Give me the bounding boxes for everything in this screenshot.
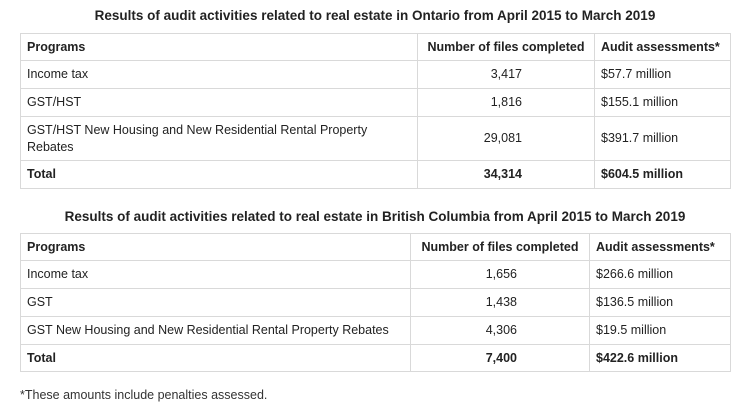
files-completed-cell: 1,816 [417, 88, 595, 117]
table-header-row: Programs Number of files completed Audit… [20, 33, 731, 61]
total-files-completed-cell: 7,400 [410, 344, 590, 372]
ontario-audit-table: Programs Number of files completed Audit… [20, 33, 731, 189]
column-header-programs: Programs [20, 33, 418, 61]
total-label-cell: Total [20, 160, 418, 189]
program-cell: GST/HST New Housing and New Residential … [20, 116, 418, 161]
table-row: GST/HST New Housing and New Residential … [20, 116, 731, 161]
table-row: Income tax 3,417 $57.7 million [20, 60, 731, 89]
table-row: GST/HST 1,816 $155.1 million [20, 88, 731, 117]
audit-assessment-cell: $136.5 million [589, 288, 731, 317]
bc-table-caption: Results of audit activities related to r… [64, 209, 686, 224]
table-row: Income tax 1,656 $266.6 million [20, 260, 731, 289]
files-completed-cell: 3,417 [417, 60, 595, 89]
bc-audit-table: Programs Number of files completed Audit… [20, 233, 731, 372]
column-header-files-completed: Number of files completed [417, 33, 595, 61]
files-completed-cell: 4,306 [410, 316, 590, 345]
audit-assessment-cell: $19.5 million [589, 316, 731, 345]
program-cell: GST/HST [20, 88, 418, 117]
program-cell: Income tax [20, 260, 411, 289]
files-completed-cell: 29,081 [417, 116, 595, 161]
audit-assessment-cell: $155.1 million [594, 88, 731, 117]
total-audit-assessment-cell: $604.5 million [594, 160, 731, 189]
total-label-cell: Total [20, 344, 411, 372]
column-header-files-completed: Number of files completed [410, 233, 590, 261]
program-cell: GST New Housing and New Residential Rent… [20, 316, 411, 345]
column-header-audit-assessments: Audit assessments* [594, 33, 731, 61]
footnote: *These amounts include penalties assesse… [20, 388, 268, 402]
program-cell: Income tax [20, 60, 418, 89]
column-header-audit-assessments: Audit assessments* [589, 233, 731, 261]
audit-assessment-cell: $391.7 million [594, 116, 731, 161]
total-audit-assessment-cell: $422.6 million [589, 344, 731, 372]
ontario-table-caption: Results of audit activities related to r… [94, 8, 656, 23]
total-row: Total 34,314 $604.5 million [20, 160, 731, 189]
table-row: GST New Housing and New Residential Rent… [20, 316, 731, 345]
column-header-programs: Programs [20, 233, 411, 261]
table-header-row: Programs Number of files completed Audit… [20, 233, 731, 261]
table-row: GST 1,438 $136.5 million [20, 288, 731, 317]
files-completed-cell: 1,656 [410, 260, 590, 289]
audit-assessment-cell: $266.6 million [589, 260, 731, 289]
total-files-completed-cell: 34,314 [417, 160, 595, 189]
files-completed-cell: 1,438 [410, 288, 590, 317]
program-cell: GST [20, 288, 411, 317]
audit-assessment-cell: $57.7 million [594, 60, 731, 89]
total-row: Total 7,400 $422.6 million [20, 344, 731, 372]
